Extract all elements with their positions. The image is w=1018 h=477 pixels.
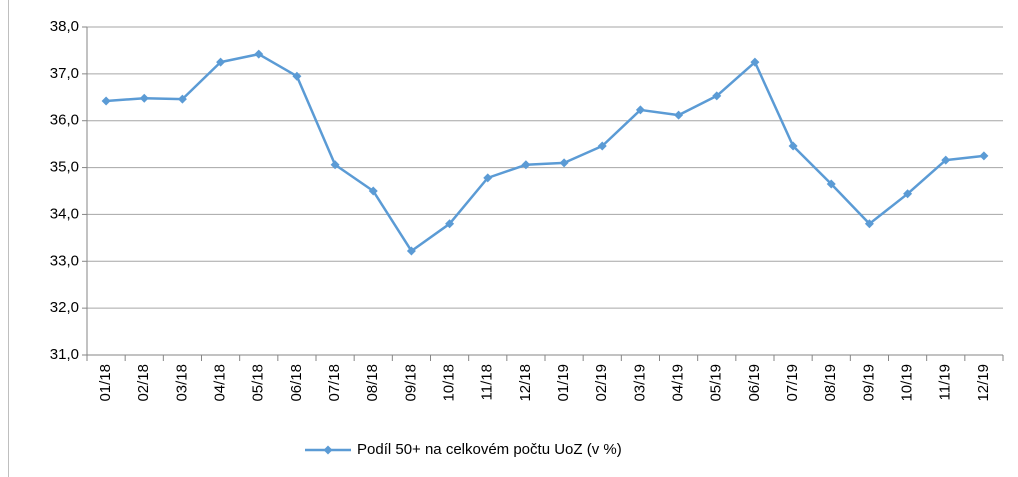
point-marker xyxy=(979,151,989,161)
legend-marker xyxy=(323,445,333,455)
point-marker xyxy=(216,57,226,67)
y-tick-label: 34,0 xyxy=(50,205,79,222)
x-tick-label: 06/18 xyxy=(288,364,305,402)
point-marker xyxy=(674,110,684,120)
point-marker xyxy=(559,158,569,168)
x-tick-label: 12/18 xyxy=(517,364,534,402)
series-line xyxy=(105,52,985,253)
x-tick-label: 04/18 xyxy=(212,364,229,402)
y-tick-label: 38,0 xyxy=(50,18,79,35)
x-tick-label: 12/19 xyxy=(975,364,992,402)
x-tick-label: 07/18 xyxy=(326,364,343,402)
y-tick-label: 33,0 xyxy=(50,252,79,269)
x-tick-label: 02/19 xyxy=(593,364,610,402)
y-tick-label: 37,0 xyxy=(50,65,79,82)
point-marker xyxy=(368,186,378,196)
y-tick-label: 36,0 xyxy=(50,112,79,129)
x-tick-label: 10/19 xyxy=(899,364,916,402)
x-tick-label: 09/18 xyxy=(402,364,419,402)
x-tick-label: 08/18 xyxy=(364,364,381,402)
x-tick-label: 10/18 xyxy=(441,364,458,402)
x-tick-label: 08/19 xyxy=(822,364,839,402)
point-marker xyxy=(177,94,187,104)
point-marker xyxy=(483,173,493,183)
point-marker xyxy=(406,246,416,256)
x-tick-label: 05/19 xyxy=(708,364,725,402)
x-tick-label: 02/18 xyxy=(135,364,152,402)
y-tick-label: 32,0 xyxy=(50,299,79,316)
point-marker xyxy=(597,141,607,151)
point-marker xyxy=(903,189,913,199)
x-tick-label: 09/19 xyxy=(860,364,877,402)
point-marker xyxy=(941,155,951,165)
point-marker xyxy=(330,160,340,170)
x-tick-label: 11/18 xyxy=(479,364,496,400)
point-marker xyxy=(635,105,645,115)
x-tick-label: 01/19 xyxy=(555,364,572,402)
point-marker xyxy=(826,179,836,189)
x-tick-label: 03/18 xyxy=(173,364,190,402)
x-tick-label: 03/19 xyxy=(631,364,648,402)
point-marker xyxy=(292,71,302,81)
point-marker xyxy=(750,57,760,67)
point-marker xyxy=(864,219,874,229)
x-tick-label: 07/19 xyxy=(784,364,801,402)
x-tick-label: 05/18 xyxy=(250,364,267,402)
point-marker xyxy=(254,49,264,59)
point-marker xyxy=(139,93,149,103)
point-marker xyxy=(788,141,798,151)
x-tick-label: 01/18 xyxy=(97,364,114,402)
y-tick-label: 35,0 xyxy=(50,159,79,176)
point-marker xyxy=(521,160,531,170)
point-marker xyxy=(445,219,455,229)
x-tick-label: 06/19 xyxy=(746,364,763,402)
x-tick-label: 11/19 xyxy=(937,364,954,400)
legend-label: Podíl 50+ na celkovém počtu UoZ (v %) xyxy=(357,441,622,458)
y-tick-label: 31,0 xyxy=(50,346,79,363)
point-marker xyxy=(101,96,111,106)
point-marker xyxy=(712,91,722,101)
x-tick-label: 04/19 xyxy=(670,364,687,402)
